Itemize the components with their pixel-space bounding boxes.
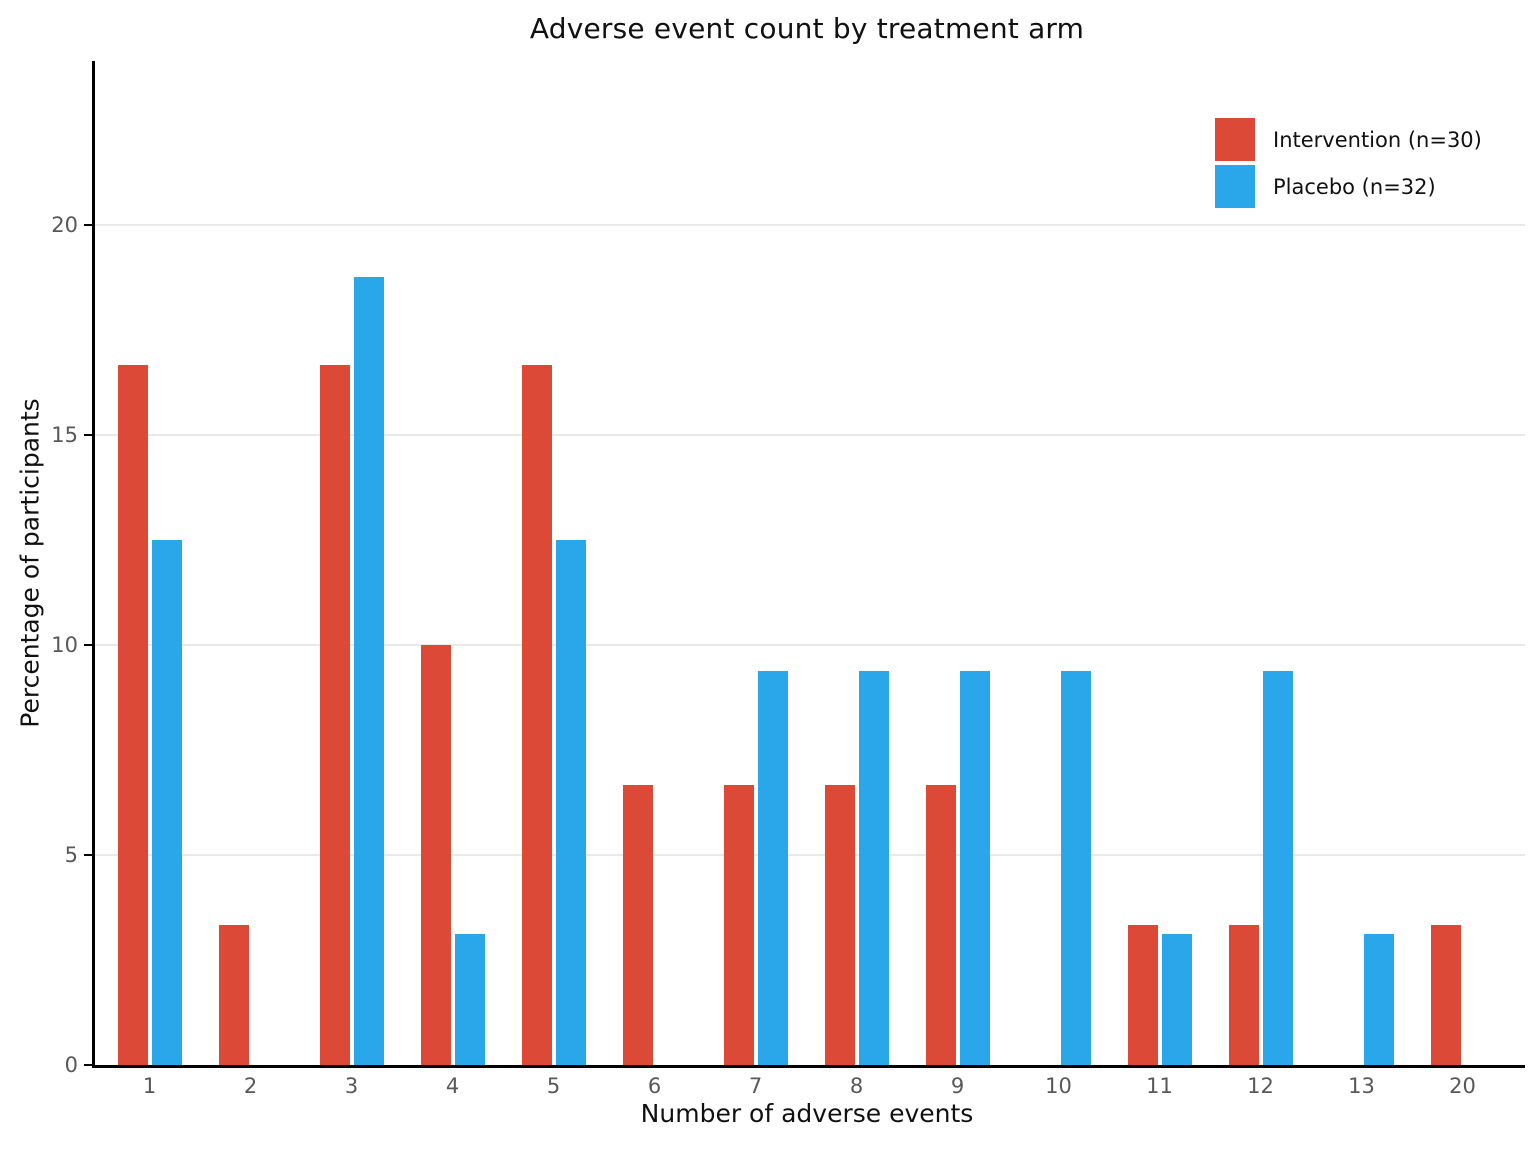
bar-placebo-7 <box>757 671 788 1065</box>
x-tick-label-3: 3 <box>344 1074 359 1098</box>
y-tick-label-15: 15 <box>51 422 78 447</box>
legend-item-intervention: Intervention (n=30) <box>1215 118 1482 161</box>
bar-intervention-7 <box>723 784 754 1065</box>
intervention-color-swatch <box>1215 118 1255 161</box>
bar-intervention-3 <box>319 364 350 1065</box>
y-tick-label-20: 20 <box>51 212 78 237</box>
bar-placebo-3 <box>353 277 384 1065</box>
x-tick-label-20: 20 <box>1449 1074 1476 1098</box>
x-tick-label-2: 2 <box>243 1074 258 1098</box>
x-tick-label-11: 11 <box>1146 1074 1173 1098</box>
gridline-y-10 <box>95 643 1525 646</box>
x-axis-tick-labels: 1 2 3 4 5 6 7 8 9 10 11 12 13 20 <box>99 1074 1513 1098</box>
bar-intervention-11 <box>1127 925 1158 1065</box>
bar-intervention-4 <box>420 644 451 1065</box>
bar-group-9 <box>907 61 1008 1065</box>
x-tick-label-4: 4 <box>445 1074 460 1098</box>
legend-label-intervention: Intervention (n=30) <box>1273 127 1482 152</box>
bar-intervention-8 <box>824 784 855 1065</box>
bar-placebo-9 <box>959 671 990 1065</box>
x-tick-label-6: 6 <box>647 1074 662 1098</box>
y-tick-label-5: 5 <box>64 842 78 867</box>
bars-layer <box>99 61 1513 1065</box>
bar-group-7 <box>705 61 806 1065</box>
x-tick-label-10: 10 <box>1045 1074 1072 1098</box>
gridline-y-5 <box>95 853 1525 856</box>
x-tick-label-5: 5 <box>546 1074 561 1098</box>
plot-area <box>92 61 1525 1068</box>
bar-intervention-5 <box>521 364 552 1065</box>
legend-label-placebo: Placebo (n=32) <box>1273 174 1436 199</box>
chart-title: Adverse event count by treatment arm <box>529 12 1085 45</box>
bar-intervention-20 <box>1430 925 1461 1065</box>
y-tick-label-0: 0 <box>64 1053 78 1077</box>
legend-item-placebo: Placebo (n=32) <box>1215 165 1482 208</box>
x-tick-label-12: 12 <box>1247 1074 1274 1098</box>
bar-placebo-10 <box>1060 671 1091 1065</box>
bar-intervention-1 <box>117 364 148 1065</box>
bar-group-5 <box>503 61 604 1065</box>
bar-group-6 <box>604 61 705 1065</box>
bar-placebo-4 <box>454 933 485 1065</box>
x-tick-label-1: 1 <box>142 1074 157 1098</box>
y-tick-mark-5 <box>84 853 92 856</box>
bar-intervention-9 <box>925 784 956 1065</box>
bar-group-12 <box>1210 61 1311 1065</box>
y-tick-label-10: 10 <box>51 632 78 657</box>
bar-intervention-6 <box>622 784 653 1065</box>
legend: Intervention (n=30) Placebo (n=32) <box>1215 118 1482 212</box>
bar-placebo-12 <box>1262 671 1293 1065</box>
x-tick-label-8: 8 <box>849 1074 864 1098</box>
x-tick-label-13: 13 <box>1348 1074 1375 1098</box>
bar-placebo-11 <box>1161 933 1192 1065</box>
bar-placebo-5 <box>555 539 586 1065</box>
bar-group-8 <box>806 61 907 1065</box>
bar-group-1 <box>99 61 200 1065</box>
bar-group-10 <box>1008 61 1109 1065</box>
y-tick-mark-20 <box>84 223 92 226</box>
y-axis: 0 5 10 15 20 <box>0 61 92 1077</box>
gridline-y-15 <box>95 433 1525 436</box>
y-tick-mark-15 <box>84 433 92 436</box>
bar-group-2 <box>200 61 301 1065</box>
bar-placebo-13 <box>1363 933 1394 1065</box>
bar-placebo-1 <box>151 539 182 1065</box>
x-axis-title: Number of adverse events <box>640 1099 974 1128</box>
bar-placebo-8 <box>858 671 889 1065</box>
bar-group-13 <box>1311 61 1412 1065</box>
x-tick-label-7: 7 <box>748 1074 763 1098</box>
x-tick-label-9: 9 <box>950 1074 965 1098</box>
bar-intervention-12 <box>1228 925 1259 1065</box>
gridline-y-20 <box>95 223 1525 226</box>
bar-group-11 <box>1109 61 1210 1065</box>
bar-group-20 <box>1412 61 1513 1065</box>
bar-intervention-2 <box>218 925 249 1065</box>
y-tick-mark-10 <box>84 643 92 646</box>
bar-group-3 <box>301 61 402 1065</box>
bar-group-4 <box>402 61 503 1065</box>
y-tick-mark-0 <box>84 1064 92 1066</box>
placebo-color-swatch <box>1215 165 1255 208</box>
